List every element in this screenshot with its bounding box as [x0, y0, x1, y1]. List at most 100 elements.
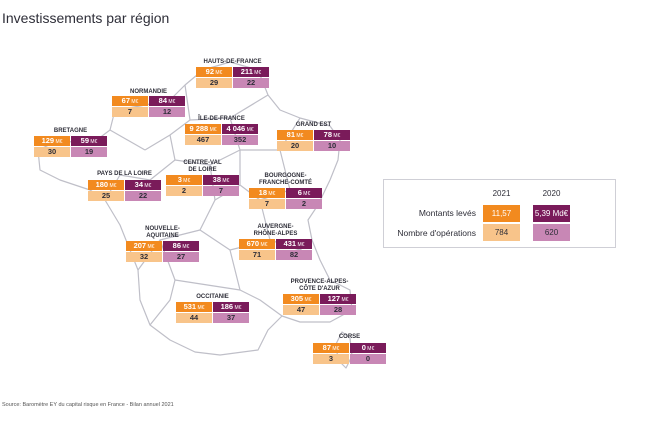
region-cvl-m20-value: 38 [212, 175, 221, 184]
region-name-ara: AUVERGNE- RHÔNE-ALPES [253, 224, 298, 237]
region-ara-o21-value: 71 [252, 250, 262, 259]
region-ara-m21-unit: M€ [259, 242, 268, 248]
region-ges-o20: 10 [314, 141, 350, 151]
region-bfc-o21-value: 7 [264, 199, 270, 208]
region-bfc-m20-unit: M€ [301, 191, 311, 197]
legend-operations-2020: 620 [533, 224, 570, 241]
region-name-occ: OCCITANIE [196, 294, 229, 300]
region-naq-m21-unit: M€ [146, 244, 155, 250]
region-ges-m20-value: 78 [323, 130, 332, 139]
region-naq-m20-value: 86 [172, 241, 181, 250]
region-occ-m21-unit: M€ [196, 305, 205, 311]
region-occ-m20-unit: M€ [233, 305, 242, 311]
region-pac-m21: 305 M€ [283, 294, 319, 304]
region-hdf-m20: 211 M€ [233, 67, 269, 77]
region-cor-m20-unit: M€ [365, 346, 375, 352]
region-ges-m20: 78 M€ [314, 130, 350, 140]
region-nor-o21: 7 [112, 107, 148, 117]
region-name-bre: BRETAGNE [53, 128, 88, 134]
region-idf-m20-unit: M€ [245, 127, 254, 133]
region-bfc-m20: 6 M€ [286, 188, 322, 198]
region-hdf-o20: 22 [233, 78, 269, 88]
region-cvl-m21: 3 M€ [166, 175, 202, 185]
source-note: Source: Baromètre EY du capital risque e… [2, 402, 174, 408]
region-idf-o20: 352 [222, 135, 258, 145]
region-name-naq: NOUVELLE- AQUITAINE [145, 226, 180, 239]
legend-label-montants: Montants levés [418, 208, 476, 218]
region-cor-o20-value: 0 [365, 354, 371, 363]
legend-montants-2020: 5,39 Md€ [533, 205, 570, 222]
region-pac-o20-value: 28 [333, 305, 343, 314]
region-naq-o21-value: 32 [139, 252, 149, 261]
region-cvl-o21-value: 2 [181, 186, 187, 195]
region-bfc-m21-unit: M€ [267, 191, 276, 197]
region-bre-m20: 59 M€ [71, 136, 107, 146]
region-idf-m21: 9 288 M€ [185, 124, 221, 134]
region-name-bfc: BOURGOGNE- FRANCHE-COMTÉ [259, 173, 312, 186]
region-cor-m20-value: 0 [361, 343, 366, 352]
region-nor-o20-value: 12 [162, 107, 172, 116]
region-pac-o21-value: 47 [296, 305, 306, 314]
region-pac-m21-value: 305 [290, 294, 304, 303]
region-occ-o21-value: 44 [189, 313, 199, 322]
region-naq-m21-value: 207 [133, 241, 147, 250]
legend-label-operations: Nombre d'opérations [397, 228, 476, 238]
region-naq-m21: 207 M€ [126, 241, 162, 251]
region-hdf-m20-unit: M€ [252, 70, 262, 76]
region-hdf-m21: 92 M€ [196, 67, 232, 77]
region-occ-o21: 44 [176, 313, 212, 323]
region-pdl-m21-unit: M€ [108, 183, 117, 189]
region-pac-o21: 47 [283, 305, 319, 315]
region-ges-m21-unit: M€ [295, 133, 304, 139]
region-nor-m21-value: 67 [121, 96, 130, 105]
region-pdl-m20: 34 M€ [125, 180, 161, 190]
region-ara-m20-value: 431 [283, 239, 297, 248]
region-cor-m21-unit: M€ [331, 346, 340, 352]
region-name-cor: CORSE [338, 334, 361, 340]
region-ara-m21-value: 670 [246, 239, 260, 248]
region-name-pac: PROVENCE-ALPES- CÔTE D'AZUR [290, 279, 349, 292]
region-occ-o20-value: 37 [226, 313, 236, 322]
region-hdf-o21-value: 29 [209, 78, 219, 87]
region-cvl-m20: 38 M€ [203, 175, 239, 185]
region-hdf-m20-value: 211 [240, 67, 253, 76]
region-ara-o20: 82 [276, 250, 312, 260]
region-hdf-o21: 29 [196, 78, 232, 88]
region-hdf-o20-value: 22 [246, 78, 256, 87]
region-bfc-o20: 2 [286, 199, 322, 209]
region-bre-m20-value: 59 [80, 136, 89, 145]
region-cvl-o20: 7 [203, 186, 239, 196]
region-name-pdl: PAYS DE LA LOIRE [97, 171, 152, 177]
region-pdl-m21-value: 180 [95, 180, 109, 189]
region-pac-m20: 127 M€ [320, 294, 356, 304]
region-pdl-o20: 22 [125, 191, 161, 201]
region-hdf-m21-unit: M€ [214, 70, 223, 76]
region-cor-o21: 3 [313, 354, 349, 364]
region-idf-m21-value: 9 288 [189, 124, 209, 133]
region-occ-m21-value: 531 [183, 302, 197, 311]
region-bre-m21-unit: M€ [54, 139, 63, 145]
region-idf-m20-value: 4 046 [226, 124, 246, 133]
legend: 2021 2020 Montants levés Nombre d'opérat… [383, 179, 616, 248]
region-bfc-o20-value: 2 [301, 199, 307, 208]
page-title: Investissements par région [2, 10, 170, 26]
region-occ-m20: 186 M€ [213, 302, 249, 312]
region-idf-o21: 467 [185, 135, 221, 145]
region-naq-o20-value: 27 [176, 252, 186, 261]
region-cvl-m20-unit: M€ [221, 178, 230, 184]
legend-year-2021: 2021 [492, 189, 511, 198]
region-name-cvl: CENTRE-VAL DE LOIRE [183, 160, 222, 173]
region-bre-o21: 30 [34, 147, 70, 157]
region-cvl-o20-value: 7 [218, 186, 224, 195]
region-ges-m20-unit: M€ [332, 133, 341, 139]
region-ges-m21: 81 M€ [277, 130, 313, 140]
region-occ-m21: 531 M€ [176, 302, 212, 312]
region-naq-o21: 32 [126, 252, 162, 262]
region-bfc-m21: 18 M€ [249, 188, 285, 198]
region-nor-o20: 12 [149, 107, 185, 117]
region-bre-o20-value: 19 [84, 147, 94, 156]
region-name-ges: GRAND EST [295, 122, 332, 128]
region-ara-o20-value: 82 [289, 250, 299, 259]
region-pdl-m20-value: 34 [134, 180, 143, 189]
region-hdf-m21-value: 92 [205, 67, 214, 76]
